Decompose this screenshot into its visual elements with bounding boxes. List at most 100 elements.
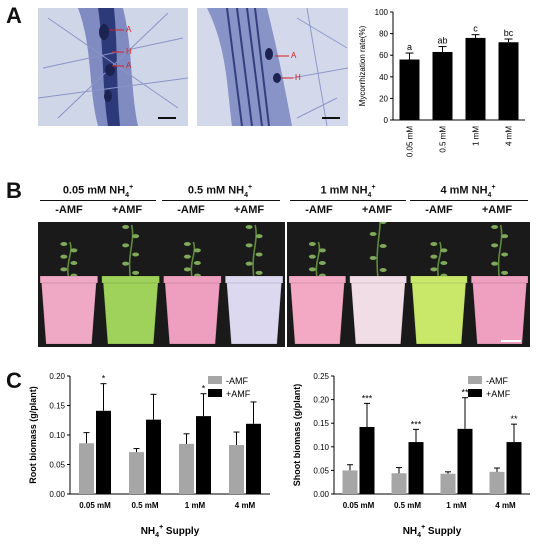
legend-swatch bbox=[468, 389, 482, 397]
plant-stem bbox=[315, 241, 321, 281]
micrograph-right bbox=[197, 8, 348, 126]
legend-label: -AMF bbox=[486, 376, 508, 386]
significance-mark: ** bbox=[461, 388, 469, 398]
plant-stem bbox=[128, 224, 134, 281]
bar bbox=[408, 442, 424, 494]
root-biomass-chart: 0.00 0.05 0.10 0.15 0.20 Root biomass (g/plan… bbox=[28, 372, 270, 539]
mycorrhization-chart: 0 20 40 60 80 100 Mycorrhization rate(%) a 0.05 … bbox=[358, 8, 525, 157]
group-title-4-text: 4 mM NH bbox=[440, 184, 488, 197]
plant-photo-left bbox=[38, 222, 285, 347]
significance-letter: bc bbox=[504, 28, 514, 38]
micro-left-label-3: A bbox=[126, 61, 132, 70]
plant-pot bbox=[289, 277, 346, 345]
significance-mark: ** bbox=[510, 414, 518, 424]
y-tick-label: 20 bbox=[379, 94, 388, 103]
plant-leaf bbox=[318, 248, 326, 253]
bar bbox=[229, 445, 244, 494]
y-axis-label: Root biomass (g/plant) bbox=[28, 386, 38, 484]
plant-leaf bbox=[491, 243, 499, 248]
bar bbox=[342, 470, 358, 494]
micrograph-right-image bbox=[197, 8, 348, 126]
plant-leaf bbox=[183, 267, 191, 272]
significance-mark: * bbox=[102, 374, 106, 384]
plant-pot bbox=[164, 277, 221, 345]
shoot-biomass-chart: 0.00 0.05 0.10 0.15 0.20 0.25 Shoot biomass (g… bbox=[292, 372, 530, 539]
legend-swatch bbox=[208, 376, 222, 384]
y-tick-label: 0.00 bbox=[49, 490, 65, 499]
legend-swatch bbox=[208, 389, 222, 397]
plant-stem bbox=[437, 241, 442, 281]
treatment-label-8: +AMF bbox=[481, 204, 513, 216]
bar bbox=[246, 423, 261, 494]
plant-leaf bbox=[255, 252, 263, 257]
bar bbox=[79, 443, 94, 494]
treatment-label-1: -AMF bbox=[55, 204, 83, 216]
y-tick-label: 0.20 bbox=[49, 372, 65, 381]
x-tick-label: 4 mM bbox=[235, 501, 256, 510]
plant-leaf bbox=[369, 256, 377, 260]
bar bbox=[196, 416, 211, 494]
plant-leaf bbox=[122, 225, 130, 229]
plant-leaf bbox=[70, 248, 78, 253]
y-axis-label: Shoot biomass (g/plant) bbox=[292, 384, 302, 487]
plant-stem bbox=[67, 241, 72, 281]
y-tick-label: 100 bbox=[375, 8, 389, 17]
y-tick-label: 80 bbox=[379, 30, 388, 39]
plant-leaf bbox=[245, 261, 253, 266]
x-tick-label: 1 mM bbox=[185, 501, 206, 510]
plant-leaf bbox=[60, 254, 68, 259]
plant-stem bbox=[376, 222, 381, 281]
plant-photo-right bbox=[287, 222, 530, 347]
y-tick-label: 0.15 bbox=[49, 402, 65, 411]
panel-letter-c: C bbox=[6, 368, 22, 393]
bar bbox=[96, 410, 111, 494]
plant-leaf bbox=[60, 267, 68, 272]
x-tick-label: 1 mM bbox=[446, 501, 467, 510]
bar bbox=[359, 426, 375, 494]
micro-right-label-1: A bbox=[291, 51, 297, 60]
pot-rim bbox=[288, 275, 347, 284]
y-tick-label: 0.20 bbox=[313, 396, 329, 405]
plant-leaf bbox=[70, 261, 78, 265]
group-title-3-ion: 4 bbox=[367, 191, 372, 199]
plant-leaf bbox=[132, 234, 140, 239]
plant-leaf bbox=[308, 254, 316, 259]
plant-pot bbox=[471, 277, 528, 345]
significance-mark: *** bbox=[411, 419, 422, 429]
plant-leaf bbox=[122, 243, 130, 248]
x-axis-label: NH4+ Supply bbox=[403, 524, 462, 539]
plant-leaf bbox=[430, 267, 438, 272]
plant-leaf bbox=[318, 261, 326, 265]
group-title-1-charge: + bbox=[129, 184, 134, 191]
significance-letter: c bbox=[473, 24, 478, 34]
plant-leaf bbox=[255, 270, 263, 275]
plant-leaf bbox=[440, 248, 448, 253]
x-tick-label: 4 mM bbox=[495, 501, 516, 510]
plant-leaf bbox=[501, 270, 509, 275]
y-tick-label: 0.25 bbox=[313, 372, 329, 381]
plant-leaf bbox=[308, 242, 316, 246]
group-title-2: 0.5 mM NH4+ bbox=[160, 184, 280, 199]
plant-pot bbox=[350, 277, 407, 345]
plant-leaf bbox=[379, 268, 387, 272]
x-tick-label: 1 mM bbox=[472, 126, 481, 146]
bar bbox=[498, 42, 519, 120]
plant-leaf bbox=[430, 242, 438, 246]
plant-leaf bbox=[183, 242, 191, 246]
significance-letter: a bbox=[407, 42, 412, 52]
bar bbox=[489, 471, 505, 494]
plant-leaf bbox=[132, 270, 140, 275]
treatment-label-6: +AMF bbox=[361, 204, 393, 216]
x-tick-label: 4 mM bbox=[505, 126, 514, 146]
bar bbox=[179, 443, 194, 494]
legend-swatch bbox=[468, 376, 482, 384]
legend-label: +AMF bbox=[486, 389, 511, 399]
significance-mark: * bbox=[202, 384, 206, 394]
plant-pot bbox=[40, 277, 98, 345]
bar bbox=[129, 452, 144, 494]
plant-leaf bbox=[255, 234, 263, 239]
group-title-2-charge: + bbox=[248, 184, 253, 191]
x-tick-label: 0.5 mM bbox=[131, 501, 158, 510]
x-tick-label: 0.05 mM bbox=[343, 501, 375, 510]
micrograph-left bbox=[38, 8, 188, 126]
